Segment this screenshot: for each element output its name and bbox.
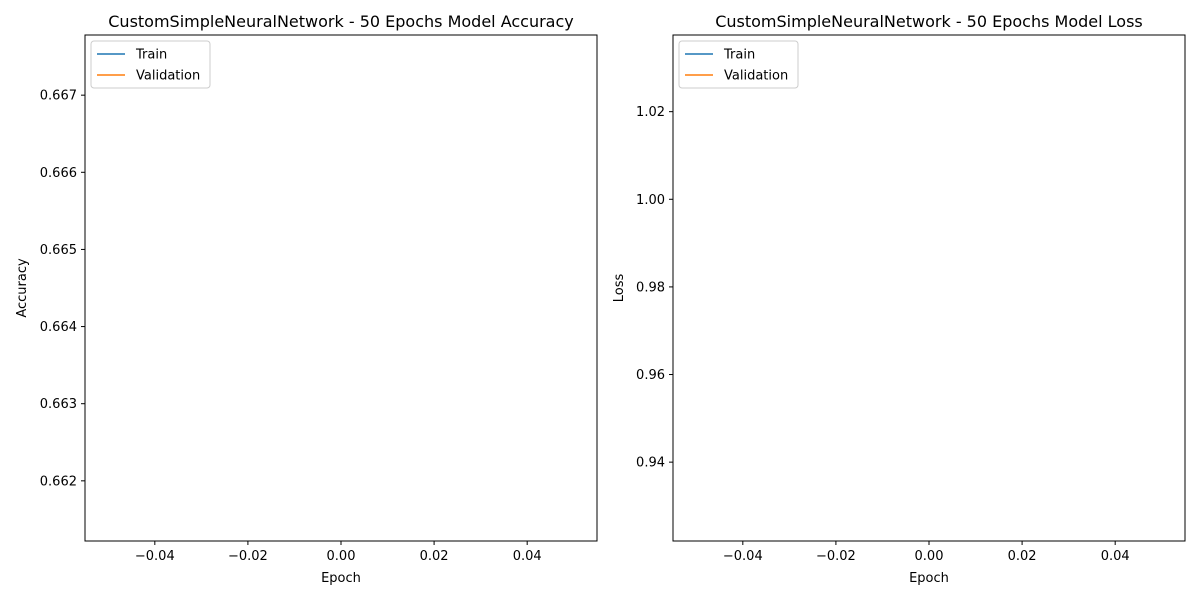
- legend-label-train: Train: [135, 48, 167, 63]
- y-tick-label: 1.00: [636, 193, 665, 208]
- y-tick-label: 0.662: [40, 474, 77, 489]
- y-tick-label: 0.666: [40, 166, 77, 181]
- y-tick-label: 0.96: [636, 368, 665, 383]
- x-tick-label: 0.04: [1101, 549, 1130, 564]
- plot-frame: [672, 34, 1186, 542]
- legend-box: [90, 40, 211, 89]
- x-axis-label: Epoch: [321, 571, 361, 586]
- plot-frame: [84, 34, 598, 542]
- x-tick-label: 0.00: [915, 549, 944, 564]
- legend: Train Validation: [90, 40, 211, 89]
- x-axis-label: Epoch: [909, 571, 949, 586]
- x-tick-label: −0.04: [135, 549, 175, 564]
- x-tick-label: 0.02: [1008, 549, 1037, 564]
- y-tick-label: 0.667: [40, 89, 77, 104]
- legend-label-validation: Validation: [724, 69, 788, 84]
- chart-panel-accuracy: CustomSimpleNeuralNetwork - 50 Epochs Mo…: [15, 12, 598, 586]
- y-axis-label: Accuracy: [15, 258, 30, 318]
- y-tick-label: 1.02: [636, 105, 665, 120]
- y-tick-label: 0.664: [40, 320, 77, 335]
- legend-label-validation: Validation: [136, 69, 200, 84]
- x-tick-label: 0.02: [420, 549, 449, 564]
- y-axis-label: Loss: [612, 274, 627, 303]
- x-tick-label: 0.00: [327, 549, 356, 564]
- x-tick-label: −0.04: [723, 549, 763, 564]
- legend-box: [678, 40, 799, 89]
- x-tick-label: −0.02: [816, 549, 856, 564]
- y-tick-label: 0.94: [636, 456, 665, 471]
- y-tick-label: 0.665: [40, 243, 77, 258]
- x-tick-label: −0.02: [228, 549, 268, 564]
- chart-panel-loss: CustomSimpleNeuralNetwork - 50 Epochs Mo…: [612, 12, 1186, 586]
- y-tick-label: 0.98: [636, 280, 665, 295]
- chart-title: CustomSimpleNeuralNetwork - 50 Epochs Mo…: [715, 12, 1143, 31]
- legend: Train Validation: [678, 40, 799, 89]
- legend-label-train: Train: [723, 48, 755, 63]
- y-tick-label: 0.663: [40, 397, 77, 412]
- chart-title: CustomSimpleNeuralNetwork - 50 Epochs Mo…: [108, 12, 574, 31]
- x-tick-label: 0.04: [513, 549, 542, 564]
